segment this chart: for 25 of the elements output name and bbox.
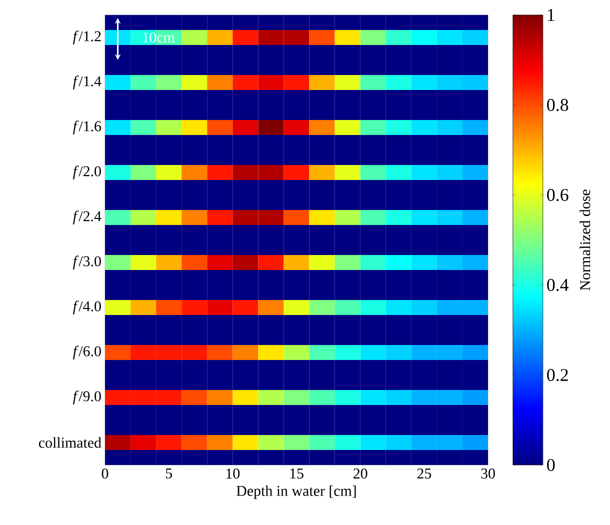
y-tick-label: collimated (38, 437, 102, 448)
y-tick-label: f/1.4 (72, 76, 102, 90)
y-tick-label: f/9.0 (72, 390, 101, 404)
x-tick-label: 0 (102, 468, 108, 479)
annotation: 10cm (143, 32, 175, 43)
x-tick-label: 30 (481, 468, 495, 479)
y-tick-label: f/4.0 (72, 300, 101, 314)
color-bar-label: 0.8 (547, 98, 568, 112)
y-tick-label: f/1.6 (72, 120, 102, 134)
color-bar-label: 0.2 (547, 368, 568, 382)
x-tick-label: 5 (166, 468, 172, 478)
color-bar-label: 0.6 (547, 188, 568, 202)
x-tick-label: 20 (354, 468, 368, 479)
color-bar-title: Normalized dose (580, 190, 590, 290)
y-tick-label: f/6.0 (72, 346, 101, 360)
y-tick-label: f/2.4 (72, 210, 102, 224)
color-bar-label: 1 (548, 9, 554, 21)
x-axis-title: Depth in water [cm] (236, 485, 356, 499)
y-tick-label: f/3.0 (72, 256, 101, 270)
y-tick-label: f/1.2 (72, 30, 101, 44)
x-tick-label: 10 (226, 468, 240, 479)
x-tick-label: 15 (290, 468, 304, 479)
y-tick-label: f/2.0 (72, 166, 101, 180)
color-bar-label: 0.4 (547, 278, 569, 292)
x-tick-label: 25 (417, 468, 432, 479)
